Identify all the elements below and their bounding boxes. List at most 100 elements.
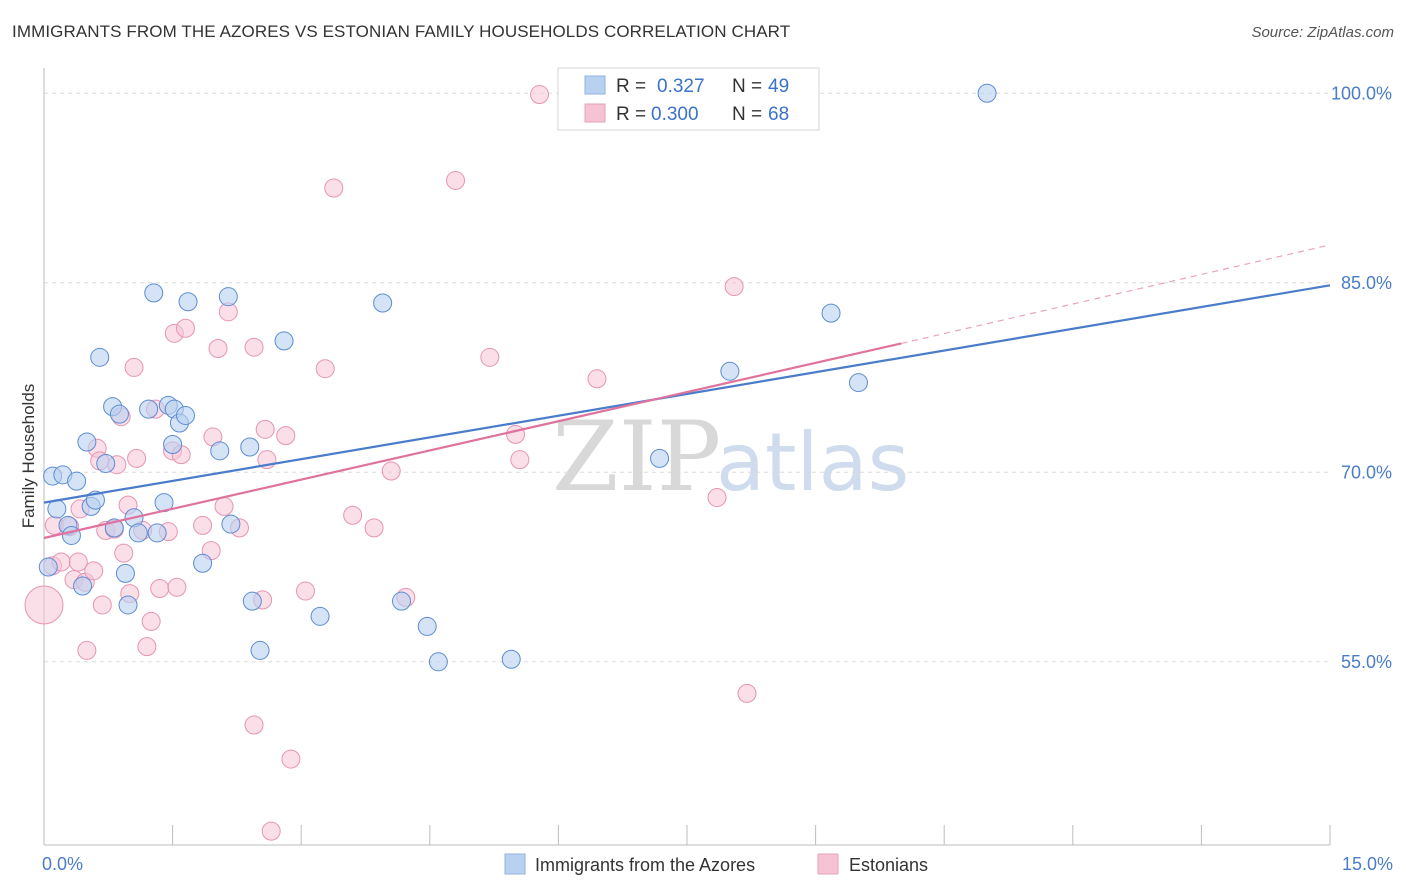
estonians-point — [84, 561, 104, 581]
azores-point — [47, 499, 67, 519]
azores-point — [428, 652, 448, 672]
watermark-zip: ZIP — [552, 401, 721, 513]
azores-point — [147, 523, 167, 543]
estonians-point — [150, 579, 170, 599]
azores-point — [720, 361, 740, 381]
estonians-point — [137, 637, 157, 657]
estonians-trend-extension — [901, 244, 1331, 345]
estonians-point — [261, 821, 281, 841]
estonians-point — [68, 552, 88, 572]
estonians-point — [77, 640, 97, 660]
legend-r-value-blue: 0.327 — [657, 76, 705, 97]
estonians-point — [114, 543, 134, 563]
y-tick-label: 100.0% — [1331, 83, 1392, 103]
x-tick-label: 15.0% — [1342, 854, 1393, 874]
azores-point — [90, 347, 110, 367]
azores-point — [392, 591, 412, 611]
estonians-point — [364, 518, 384, 538]
estonians-point — [244, 715, 264, 735]
estonians-point — [506, 424, 526, 444]
azores-point — [139, 399, 159, 419]
y-tick-label: 85.0% — [1341, 273, 1392, 293]
series-legend-swatch-azores — [504, 853, 526, 875]
azores-point — [118, 595, 138, 615]
azores-point — [250, 640, 270, 660]
estonians-trend-line — [43, 342, 902, 540]
estonians-point — [315, 359, 335, 379]
azores-point — [821, 303, 841, 323]
azores-point — [38, 557, 58, 577]
azores-point — [115, 563, 135, 583]
estonians-point — [141, 611, 161, 631]
estonians-point — [175, 318, 195, 338]
estonians-point — [324, 178, 344, 198]
y-tick-label: 70.0% — [1341, 462, 1392, 482]
estonians-point — [276, 426, 296, 446]
azores-point — [109, 404, 129, 424]
azores-point — [175, 405, 195, 425]
estonians-point — [281, 749, 301, 769]
chart-title: IMMIGRANTS FROM THE AZORES VS ESTONIAN F… — [12, 22, 791, 41]
y-tick-labels: 55.0% 70.0% 85.0% 100.0% — [1331, 83, 1392, 672]
y-tick-label: 55.0% — [1341, 652, 1392, 672]
azores-point — [67, 471, 87, 491]
estonians-point — [737, 683, 757, 703]
watermark: ZIP atlas — [552, 401, 909, 513]
legend-n-value-blue: 49 — [768, 76, 789, 97]
azores-point — [848, 373, 868, 393]
azores-point — [417, 616, 437, 636]
series-legend-label-estonians: Estonians — [849, 855, 928, 875]
estonians-point — [193, 515, 213, 535]
azores-point — [193, 553, 213, 573]
azores-point — [77, 432, 97, 452]
watermark-atlas: atlas — [716, 416, 909, 509]
legend-swatch-blue — [584, 75, 606, 95]
azores-point — [73, 576, 93, 596]
estonians-point — [530, 85, 550, 105]
azores-point — [650, 448, 670, 468]
estonians-point — [124, 357, 144, 377]
estonians-point — [244, 337, 264, 357]
estonians-point — [127, 448, 147, 468]
legend-r-value-pink: 0.300 — [651, 104, 699, 125]
legend-n-label-pink: N = — [732, 104, 762, 125]
azores-points — [38, 83, 997, 672]
estonians-point — [446, 170, 466, 190]
legend-r-label-blue: R = — [616, 76, 646, 97]
azores-point — [240, 437, 260, 457]
series-legend-label-azores: Immigrants from the Azores — [535, 855, 755, 875]
azores-point — [218, 287, 238, 307]
azores-point — [128, 523, 148, 543]
azores-point — [61, 525, 81, 545]
estonians-point — [255, 419, 275, 439]
azores-point — [144, 283, 164, 303]
y-axis-label: Family Households — [19, 384, 38, 529]
azores-point — [210, 441, 230, 461]
legend-n-value-pink: 68 — [768, 104, 789, 125]
estonians-point — [724, 277, 744, 297]
azores-point — [242, 591, 262, 611]
estonians-point — [587, 369, 607, 389]
azores-point — [178, 292, 198, 312]
estonians-point — [343, 505, 363, 525]
trend-lines — [43, 244, 1331, 540]
series-legend-swatch-estonians — [817, 853, 839, 875]
estonians-point — [167, 577, 187, 597]
grid-lines — [44, 92, 1330, 663]
azores-point — [501, 649, 521, 669]
axes — [43, 68, 1331, 846]
legend-swatch-pink — [584, 103, 606, 123]
estonians-point — [707, 488, 727, 508]
azores-point — [96, 453, 116, 473]
estonians-point — [24, 585, 64, 625]
azores-point — [977, 83, 997, 103]
x-tick-labels: 0.0% 15.0% — [42, 854, 1393, 874]
estonians-point — [295, 581, 315, 601]
stats-legend: R = 0.327 N = 49 R = 0.300 N = 68 — [557, 67, 820, 131]
azores-point — [163, 434, 183, 454]
estonians-point — [381, 461, 401, 481]
estonians-point — [214, 496, 234, 516]
azores-point — [274, 331, 294, 351]
legend-n-label-blue: N = — [732, 76, 762, 97]
